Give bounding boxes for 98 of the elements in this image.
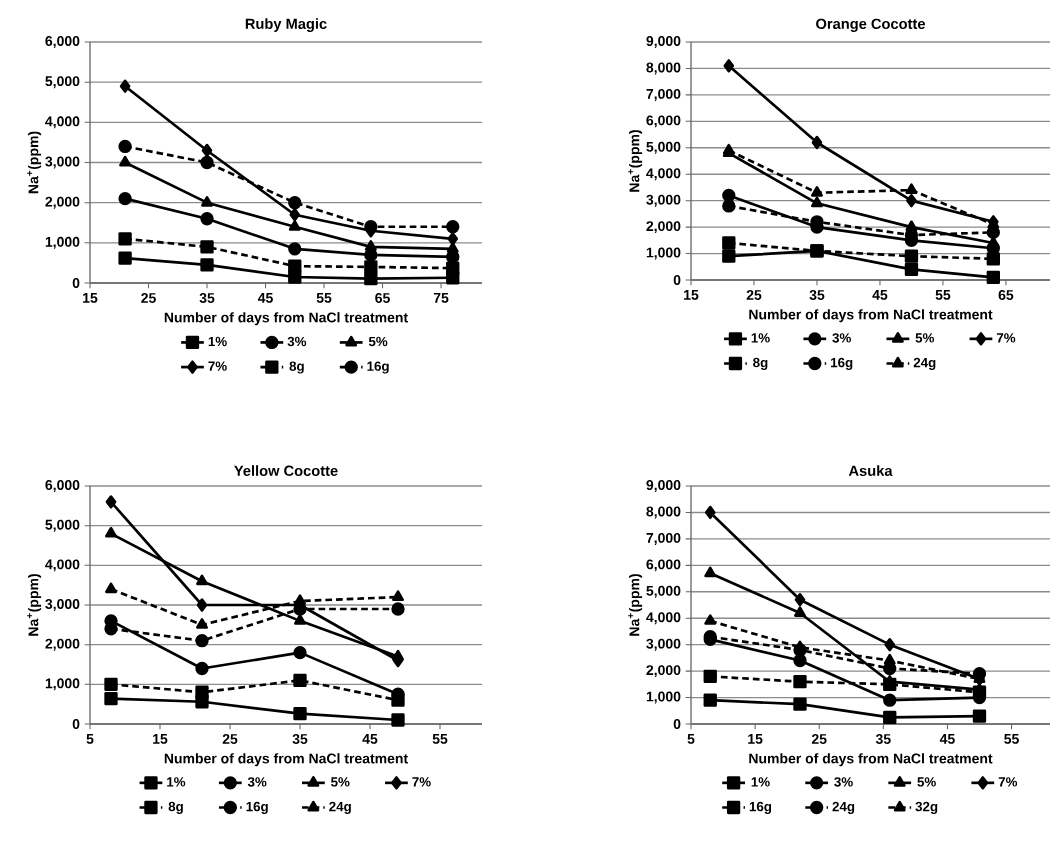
legend-label: 16g [831, 357, 853, 370]
y-tick-label: 3,000 [45, 156, 80, 169]
y-tick-label: 3,000 [45, 599, 80, 611]
y-tick-label: 5,000 [45, 76, 80, 89]
y-axis-title: Na$^{+}$(ppm) [628, 574, 643, 636]
x-tick-label: 55 [935, 290, 951, 300]
y-tick-label: 2,000 [646, 221, 681, 234]
x-tick-label: 15 [684, 290, 699, 300]
x-tick-label: 65 [998, 290, 1014, 300]
x-tick-label: 45 [872, 290, 888, 300]
x-tick-label: 15 [153, 734, 168, 744]
y-tick-label: 6,000 [646, 559, 681, 572]
y-tick-label: 4,000 [45, 116, 80, 129]
legend-label: 8g [753, 357, 768, 370]
legend-label: 7% [412, 777, 431, 787]
x-tick-label: 45 [257, 293, 273, 303]
x-tick-label: 35 [292, 734, 308, 744]
y-axis-title: Na$^{+}$(ppm) [27, 131, 42, 194]
x-tick-label: 75 [433, 293, 449, 303]
x-tick-label: 25 [811, 734, 827, 744]
x-axis-title: Number of days from NaCl treatment [749, 309, 993, 323]
y-tick-label: 6,000 [45, 36, 80, 48]
x-tick-label: 25 [222, 734, 238, 744]
legend-label: 7% [998, 777, 1018, 787]
legend-label: 3% [287, 336, 307, 347]
x-tick-label: 5 [86, 734, 94, 744]
legend-label: 3% [247, 777, 267, 787]
x-axis-title: Number of days from NaCl treatment [164, 312, 408, 326]
y-tick-label: 1,000 [45, 236, 80, 249]
chart-title: Yellow Cocotte [234, 465, 338, 476]
x-tick-label: 15 [748, 734, 763, 744]
x-tick-label: 5 [687, 734, 695, 744]
y-tick-label: 4,000 [646, 168, 681, 181]
x-axis-title: Number of days from NaCl treatment [749, 753, 993, 767]
chart-title: Ruby Magic [245, 18, 327, 32]
x-tick-label: 15 [83, 293, 98, 303]
y-tick-label: 5,000 [45, 519, 80, 532]
chart-title: Orange Cocotte [816, 18, 925, 32]
y-tick-label: 9,000 [646, 36, 681, 48]
y-tick-label: 3,000 [646, 638, 681, 651]
x-tick-label: 45 [939, 734, 955, 744]
y-tick-label: 4,000 [45, 559, 80, 572]
legend-label: 8g [168, 801, 183, 814]
legend-label: 5% [331, 777, 350, 787]
x-tick-label: 55 [316, 293, 332, 303]
x-tick-label: 25 [746, 290, 762, 300]
y-tick-label: 2,000 [45, 638, 80, 651]
legend-label: 24g [832, 801, 855, 814]
legend-label: 24g [913, 357, 936, 370]
y-tick-label: 6,000 [646, 115, 681, 128]
x-tick-label: 25 [141, 293, 156, 303]
legend-label: 1% [167, 777, 186, 787]
y-tick-label: 8,000 [646, 506, 681, 519]
x-axis-title: Number of days from NaCl treatment [164, 753, 408, 767]
y-tick-label: 3,000 [646, 194, 681, 207]
y-tick-label: 0 [673, 719, 681, 729]
y-tick-label: 0 [673, 275, 681, 285]
x-tick-label: 65 [375, 293, 390, 303]
x-tick-label: 45 [362, 734, 378, 744]
legend-label: 5% [917, 777, 936, 787]
y-axis-title: Na$^{+}$(ppm) [27, 574, 42, 636]
legend-label: 24g [329, 801, 351, 814]
y-tick-label: 7,000 [646, 88, 681, 101]
legend-label: 16g [749, 801, 772, 814]
y-tick-label: 9,000 [646, 480, 681, 492]
legend-label: 5% [368, 336, 388, 347]
x-tick-label: 35 [875, 734, 891, 744]
y-tick-label: 4,000 [646, 612, 681, 625]
legend-label: 16g [246, 801, 268, 814]
y-axis-title: Na$^{+}$(ppm) [628, 130, 643, 192]
legend-label: 1% [751, 777, 770, 787]
y-tick-label: 5,000 [646, 141, 681, 154]
legend-label: 7% [996, 333, 1016, 343]
legend-label: 8g [289, 361, 304, 374]
y-tick-label: 6,000 [45, 480, 80, 492]
x-tick-label: 35 [809, 290, 825, 300]
legend-label: 32g [915, 801, 938, 814]
legend-label: 3% [832, 333, 851, 343]
y-tick-label: 1,000 [646, 247, 681, 260]
legend-label: 1% [208, 336, 227, 347]
legend-label: 5% [915, 333, 935, 343]
legend-label: 1% [751, 333, 770, 343]
chart-title: Asuka [848, 465, 893, 476]
y-tick-label: 1,000 [646, 691, 681, 704]
y-tick-label: 1,000 [45, 678, 80, 691]
legend-label: 7% [208, 361, 227, 371]
x-tick-label: 55 [432, 734, 448, 744]
y-tick-label: 2,000 [45, 196, 80, 209]
x-tick-label: 35 [199, 293, 215, 303]
y-tick-label: 8,000 [646, 62, 681, 75]
y-tick-label: 0 [72, 719, 80, 729]
x-tick-label: 55 [1004, 734, 1019, 744]
legend-label: 16g [367, 361, 389, 374]
y-tick-label: 7,000 [646, 532, 681, 545]
y-tick-label: 0 [72, 278, 80, 288]
legend-label: 3% [834, 777, 853, 787]
y-tick-label: 5,000 [646, 585, 681, 598]
y-tick-label: 2,000 [646, 665, 681, 678]
